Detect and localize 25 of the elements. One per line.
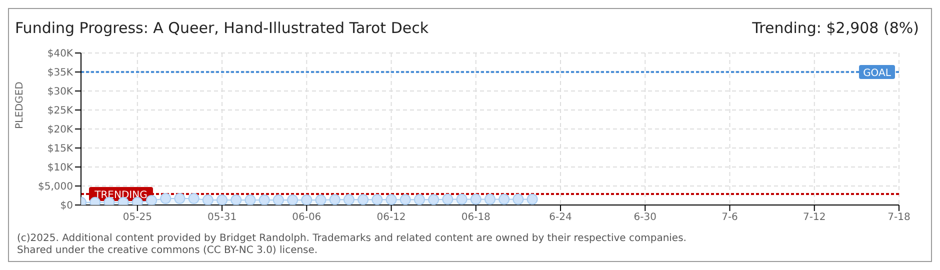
text: Trending: $2,908 (8%) [752,19,919,37]
y-tick-label: $40K [47,48,74,60]
x-tick-label: 06-06 [292,212,322,224]
ref-line-label: GOAL [863,68,892,79]
y-tick-label: $30K [47,86,74,98]
y-tick-label: $5,000 [38,182,73,193]
y-tick-label: $20K [47,124,74,136]
text: (c)2025. Additional content provided by Bridget Randolph. Trademarks and related content are owned by their respective companies. [17,233,686,245]
y-tick-label: $10K [47,162,74,174]
x-tick-label: 06-12 [376,212,406,224]
text: Shared under the creative commons (CC BY-NC 3.0) license. [17,245,319,257]
y-tick-label: $15K [47,144,74,155]
chart-title: Funding Progress: A Queer, Hand-Illustrated Tarot Deck [15,19,429,37]
y-axis-title: PLEDGED [14,81,26,129]
x-tick-label: 6-30 [634,212,656,224]
x-tick-label: 7-18 [888,212,910,224]
x-tick-label: 06-18 [461,212,490,224]
y-tick-label: $35K [47,68,74,79]
x-tick-label: 7-12 [803,212,826,224]
y-tick-label: $25K [47,106,74,117]
x-tick-label: 05-25 [122,212,152,224]
x-tick-label: 6-24 [549,212,572,224]
x-tick-label: 05-31 [208,212,237,224]
x-tick-label: 7-6 [722,212,738,224]
y-tick-label: $0 [60,200,73,212]
